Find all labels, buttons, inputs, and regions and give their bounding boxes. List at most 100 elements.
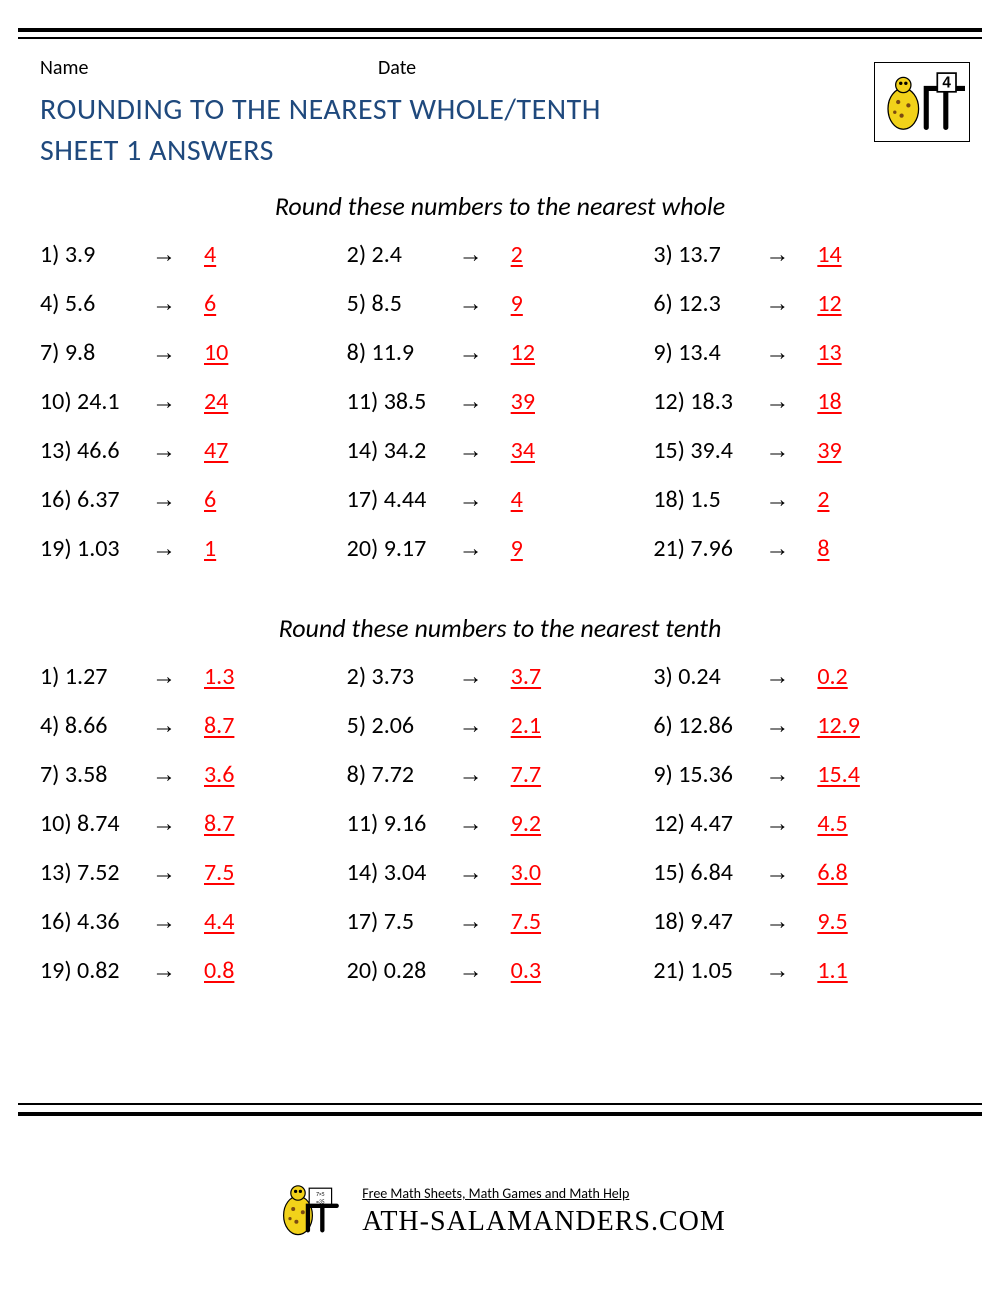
- problem-answer: 0.2: [817, 662, 847, 691]
- arrow-icon: →: [459, 339, 511, 367]
- grade-badge: 4: [874, 62, 970, 142]
- problem-answer: 6: [204, 289, 216, 318]
- problem-answer: 47: [204, 436, 228, 465]
- arrow-icon: →: [459, 535, 511, 563]
- arrow-icon: →: [152, 712, 204, 740]
- problem: 6) 12.3→12: [653, 289, 960, 318]
- problem-label: 2) 3.73: [347, 662, 459, 691]
- problem-answer: 9: [511, 534, 523, 563]
- footer-brand: ATH-SALAMANDERS.COM: [362, 1206, 726, 1238]
- problem-label: 11) 9.16: [347, 809, 459, 838]
- problem-label: 14) 3.04: [347, 858, 459, 887]
- problem-label: 6) 12.3: [653, 289, 765, 318]
- problem-label: 19) 0.82: [40, 956, 152, 985]
- arrow-icon: →: [765, 663, 817, 691]
- problem: 4) 5.6→6: [40, 289, 347, 318]
- header-labels: Name Date: [40, 56, 960, 80]
- arrow-icon: →: [152, 859, 204, 887]
- problem: 2) 2.4→2: [347, 240, 654, 269]
- problem-answer: 2.1: [511, 711, 541, 740]
- problem-label: 7) 9.8: [40, 338, 152, 367]
- problem-label: 21) 7.96: [653, 534, 765, 563]
- arrow-icon: →: [765, 957, 817, 985]
- problem-label: 20) 0.28: [347, 956, 459, 985]
- problem-label: 20) 9.17: [347, 534, 459, 563]
- problem-answer: 0.8: [204, 956, 234, 985]
- arrow-icon: →: [459, 712, 511, 740]
- problem-answer: 4.5: [817, 809, 847, 838]
- problem-label: 11) 38.5: [347, 387, 459, 416]
- name-label: Name: [40, 56, 378, 80]
- arrow-icon: →: [152, 437, 204, 465]
- problem-label: 17) 4.44: [347, 485, 459, 514]
- problem-label: 3) 13.7: [653, 240, 765, 269]
- problem: 19) 1.03→1: [40, 534, 347, 563]
- arrow-icon: →: [459, 761, 511, 789]
- problem: 15) 39.4→39: [653, 436, 960, 465]
- arrow-icon: →: [152, 761, 204, 789]
- arrow-icon: →: [765, 908, 817, 936]
- arrow-icon: →: [459, 859, 511, 887]
- problem-label: 9) 13.4: [653, 338, 765, 367]
- arrow-icon: →: [152, 339, 204, 367]
- problem: 20) 0.28→0.3: [347, 956, 654, 985]
- problem-answer: 4: [204, 240, 216, 269]
- problem: 21) 1.05→1.1: [653, 956, 960, 985]
- problem-label: 5) 8.5: [347, 289, 459, 318]
- problem: 18) 1.5→2: [653, 485, 960, 514]
- problem: 10) 8.74→8.7: [40, 809, 347, 838]
- arrow-icon: →: [459, 388, 511, 416]
- problem-label: 12) 18.3: [653, 387, 765, 416]
- problem-answer: 6.8: [817, 858, 847, 887]
- problem-label: 9) 15.36: [653, 760, 765, 789]
- section-heading: Round these numbers to the nearest whole: [40, 190, 960, 222]
- problem: 11) 38.5→39: [347, 387, 654, 416]
- problem-label: 10) 8.74: [40, 809, 152, 838]
- footer-tagline: Free Math Sheets, Math Games and Math He…: [362, 1185, 726, 1202]
- problem: 14) 34.2→34: [347, 436, 654, 465]
- problem-label: 15) 39.4: [653, 436, 765, 465]
- arrow-icon: →: [152, 535, 204, 563]
- problem-label: 12) 4.47: [653, 809, 765, 838]
- problem-label: 10) 24.1: [40, 387, 152, 416]
- problem-label: 14) 34.2: [347, 436, 459, 465]
- problem: 12) 18.3→18: [653, 387, 960, 416]
- problem-grid: 1) 3.9→42) 2.4→23) 13.7→14 4) 5.6→65) 8.5…: [40, 240, 960, 563]
- problem: 14) 3.04→3.0: [347, 858, 654, 887]
- problem-answer: 12.9: [817, 711, 860, 740]
- problem-label: 3) 0.24: [653, 662, 765, 691]
- problem-label: 6) 12.86: [653, 711, 765, 740]
- problem-label: 16) 4.36: [40, 907, 152, 936]
- arrow-icon: →: [459, 241, 511, 269]
- arrow-icon: →: [765, 810, 817, 838]
- problem-answer: 9.2: [511, 809, 541, 838]
- problem: 8) 11.9→12: [347, 338, 654, 367]
- footer-salamander-icon: 7×5 =35: [274, 1177, 346, 1246]
- problem: 4) 8.66→8.7: [40, 711, 347, 740]
- arrow-icon: →: [152, 388, 204, 416]
- arrow-icon: →: [152, 290, 204, 318]
- arrow-icon: →: [459, 908, 511, 936]
- problem: 13) 7.52→7.5: [40, 858, 347, 887]
- arrow-icon: →: [765, 339, 817, 367]
- problem: 7) 9.8→10: [40, 338, 347, 367]
- bottom-rule-inner: [18, 1103, 982, 1105]
- problem-answer: 3.7: [511, 662, 541, 691]
- problem-answer: 0.3: [511, 956, 541, 985]
- problem-answer: 7.5: [204, 858, 234, 887]
- problem-label: 15) 6.84: [653, 858, 765, 887]
- arrow-icon: →: [765, 388, 817, 416]
- problem: 16) 4.36→4.4: [40, 907, 347, 936]
- problem-answer: 39: [817, 436, 841, 465]
- problem-answer: 12: [817, 289, 841, 318]
- problem-answer: 13: [817, 338, 841, 367]
- problem: 1) 3.9→4: [40, 240, 347, 269]
- problem-label: 7) 3.58: [40, 760, 152, 789]
- problem: 10) 24.1→24: [40, 387, 347, 416]
- problem-label: 13) 7.52: [40, 858, 152, 887]
- problem: 19) 0.82→0.8: [40, 956, 347, 985]
- title-line-2: SHEET 1 ANSWERS: [40, 131, 601, 172]
- arrow-icon: →: [152, 486, 204, 514]
- problem: 3) 13.7→14: [653, 240, 960, 269]
- arrow-icon: →: [152, 957, 204, 985]
